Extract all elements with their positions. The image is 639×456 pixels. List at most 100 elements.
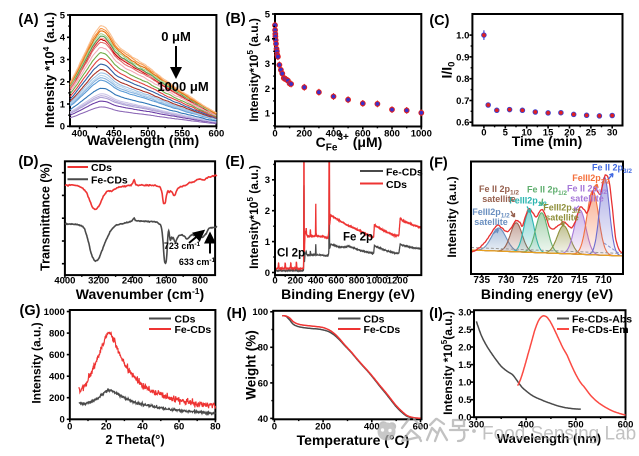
svg-text:30: 30 bbox=[607, 128, 618, 139]
svg-text:2: 2 bbox=[265, 206, 270, 217]
svg-text:1200: 1200 bbox=[387, 276, 408, 287]
svg-text:80: 80 bbox=[258, 343, 269, 354]
svg-text:0: 0 bbox=[272, 422, 277, 433]
svg-text:3.0: 3.0 bbox=[458, 307, 471, 318]
svg-text:2.0: 2.0 bbox=[458, 342, 471, 353]
svg-text:800: 800 bbox=[192, 276, 208, 287]
svg-text:FeIII2p1/2: FeIII2p1/2 bbox=[472, 207, 510, 220]
svg-text:0: 0 bbox=[60, 415, 65, 426]
svg-text:Fe II 2p3/2: Fe II 2p3/2 bbox=[592, 163, 632, 176]
svg-text:Transmittance (%): Transmittance (%) bbox=[39, 163, 53, 271]
svg-text:600: 600 bbox=[355, 129, 371, 140]
svg-text:600: 600 bbox=[49, 350, 65, 361]
svg-text:3: 3 bbox=[265, 59, 270, 70]
svg-text:Fe-CDs: Fe-CDs bbox=[386, 167, 423, 179]
svg-text:715: 715 bbox=[571, 275, 588, 286]
svg-text:710: 710 bbox=[595, 275, 612, 286]
svg-text:Fe II 2p3/2: Fe II 2p3/2 bbox=[567, 184, 607, 197]
svg-text:Fe-CDs-Abs: Fe-CDs-Abs bbox=[572, 313, 632, 325]
svg-text:Fe-CDs: Fe-CDs bbox=[364, 324, 401, 336]
svg-text:500: 500 bbox=[140, 129, 156, 140]
svg-text:CDs: CDs bbox=[386, 179, 407, 191]
svg-text:satellite: satellite bbox=[482, 194, 516, 204]
svg-text:600: 600 bbox=[328, 276, 344, 287]
svg-text:60: 60 bbox=[258, 378, 269, 389]
svg-text:2: 2 bbox=[60, 77, 65, 88]
svg-text:730: 730 bbox=[498, 275, 515, 286]
svg-text:Intensity (a.u.): Intensity (a.u.) bbox=[30, 322, 44, 403]
svg-text:Fe-CDs: Fe-CDs bbox=[175, 324, 212, 336]
svg-text:0.5: 0.5 bbox=[458, 395, 472, 406]
svg-text:40: 40 bbox=[258, 414, 269, 425]
svg-text:0 μM: 0 μM bbox=[161, 29, 191, 44]
svg-text:200: 200 bbox=[287, 276, 303, 287]
svg-text:400: 400 bbox=[326, 129, 342, 140]
svg-text:2400: 2400 bbox=[122, 276, 143, 287]
svg-text:800: 800 bbox=[384, 129, 400, 140]
svg-text:CDs: CDs bbox=[364, 314, 385, 326]
svg-text:3: 3 bbox=[60, 55, 65, 66]
svg-text:(F): (F) bbox=[429, 156, 448, 172]
svg-text:Intensity *105(a.u.): Intensity *105(a.u.) bbox=[440, 311, 455, 415]
svg-text:0: 0 bbox=[67, 422, 72, 433]
svg-text:Intensity *104 (a.u.): Intensity *104 (a.u.) bbox=[41, 12, 57, 128]
svg-text:1.5: 1.5 bbox=[458, 360, 472, 371]
svg-text:800: 800 bbox=[49, 329, 65, 340]
svg-text:Intensity*105 (a.u.): Intensity*105 (a.u.) bbox=[246, 18, 261, 122]
svg-text:Intensity*105 (a.u.): Intensity*105 (a.u.) bbox=[246, 165, 261, 269]
svg-text:0: 0 bbox=[272, 129, 277, 140]
svg-text:Wavenumber (cm-1): Wavenumber (cm-1) bbox=[76, 286, 204, 302]
svg-text:80: 80 bbox=[210, 422, 221, 433]
svg-text:20: 20 bbox=[101, 422, 112, 433]
svg-text:720: 720 bbox=[546, 275, 563, 286]
svg-text:2 Theta(°): 2 Theta(°) bbox=[105, 432, 164, 447]
svg-text:0.8: 0.8 bbox=[456, 74, 469, 85]
svg-text:(D): (D) bbox=[18, 154, 38, 170]
svg-text:1: 1 bbox=[60, 99, 66, 110]
svg-text:Fe 2p: Fe 2p bbox=[343, 232, 373, 244]
svg-text:4: 4 bbox=[265, 34, 271, 45]
svg-text:Fe-CDs: Fe-CDs bbox=[91, 174, 128, 186]
svg-text:1.0: 1.0 bbox=[458, 378, 471, 389]
svg-text:(G): (G) bbox=[20, 303, 41, 319]
svg-text:1000: 1000 bbox=[366, 276, 387, 287]
svg-text:satellite: satellite bbox=[545, 213, 579, 223]
svg-text:20: 20 bbox=[564, 128, 575, 139]
svg-text:3: 3 bbox=[265, 175, 270, 186]
svg-text:Fe-CDs-Em: Fe-CDs-Em bbox=[572, 324, 629, 336]
svg-text:633 cm-1: 633 cm-1 bbox=[179, 257, 216, 267]
svg-text:450: 450 bbox=[106, 129, 122, 140]
svg-text:(A): (A) bbox=[18, 12, 38, 28]
svg-text:FeIII2p3/2: FeIII2p3/2 bbox=[572, 173, 610, 186]
svg-text:(I): (I) bbox=[429, 306, 443, 322]
svg-text:1000 μM: 1000 μM bbox=[157, 79, 208, 94]
svg-text:5: 5 bbox=[503, 128, 509, 139]
svg-text:200: 200 bbox=[315, 422, 331, 433]
svg-text:40: 40 bbox=[137, 422, 148, 433]
svg-text:0: 0 bbox=[272, 276, 277, 287]
svg-text:5: 5 bbox=[265, 9, 271, 20]
svg-text:0.9: 0.9 bbox=[456, 52, 469, 63]
svg-text:1.0: 1.0 bbox=[456, 31, 469, 42]
svg-text:FeIII2p3/2: FeIII2p3/2 bbox=[543, 203, 581, 216]
svg-text:400: 400 bbox=[72, 129, 88, 140]
svg-text:5: 5 bbox=[60, 10, 66, 21]
svg-text:Binding Energy (eV): Binding Energy (eV) bbox=[281, 286, 415, 302]
svg-text:0.0: 0.0 bbox=[458, 413, 471, 424]
svg-text:3200: 3200 bbox=[88, 276, 109, 287]
svg-text:400: 400 bbox=[49, 372, 65, 383]
svg-text:15: 15 bbox=[543, 128, 554, 139]
svg-text:1000: 1000 bbox=[411, 129, 432, 140]
svg-text:725: 725 bbox=[522, 275, 539, 286]
svg-text:550: 550 bbox=[174, 129, 190, 140]
svg-text:Fe II 2p1/2: Fe II 2p1/2 bbox=[527, 185, 567, 198]
svg-text:723 cm-1: 723 cm-1 bbox=[164, 241, 201, 251]
svg-text:735: 735 bbox=[473, 275, 490, 286]
svg-text:10: 10 bbox=[521, 128, 532, 139]
svg-text:500: 500 bbox=[568, 419, 584, 430]
svg-text:CDs: CDs bbox=[91, 162, 112, 174]
svg-text:Wavelength (nm): Wavelength (nm) bbox=[497, 431, 601, 446]
svg-text:1600: 1600 bbox=[156, 276, 177, 287]
svg-text:Wavelength (nm): Wavelength (nm) bbox=[87, 132, 199, 148]
svg-text:Fe II 2p1/2: Fe II 2p1/2 bbox=[479, 184, 519, 197]
